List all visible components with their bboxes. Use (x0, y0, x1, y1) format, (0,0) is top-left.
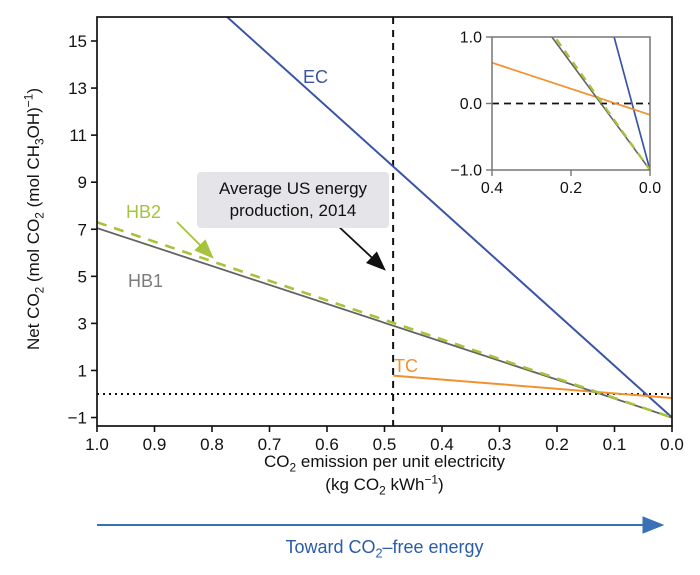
y-tick-label: 9 (78, 173, 87, 192)
y-tick-label: 7 (78, 220, 87, 239)
y-tick-label: 3 (78, 314, 87, 333)
x-tick-label: 0.7 (258, 435, 282, 454)
tc-series-label: TC (394, 356, 418, 376)
inset-tc-line (492, 61, 650, 116)
inset-y-tick-label: 0.0 (460, 96, 482, 113)
x-tick-label: 0.8 (200, 435, 224, 454)
hb2-line (97, 220, 672, 419)
y-tick-label: 5 (78, 267, 87, 286)
y-tick-label: 1 (78, 361, 87, 380)
y-tick-label: 11 (69, 126, 87, 145)
inset-y-tick-label: 1.0 (460, 30, 482, 47)
inset-y-tick-label: −1.0 (450, 163, 482, 180)
x-tick-label: 0.9 (143, 435, 167, 454)
x-tick-label: 0.2 (545, 435, 569, 454)
x-axis-label: CO2 emission per unit electricity (kg CO… (97, 451, 672, 497)
footer-direction-text: Toward CO2–free energy (285, 537, 484, 561)
inset-x-tick-label: 0.0 (639, 180, 661, 197)
inset-hb1-line (550, 37, 650, 170)
ec-line (225, 17, 672, 419)
hb2-series-label: HB2 (126, 202, 162, 222)
x-tick-label: 0.6 (315, 435, 339, 454)
y-tick-label: 13 (68, 79, 87, 98)
ec-series-label: EC (303, 67, 329, 87)
x-tick-label: 0.5 (373, 435, 397, 454)
annotation-line1: Average US energy (218, 178, 368, 198)
hb1-line (97, 227, 672, 419)
annotation-line2: production, 2014 (229, 201, 357, 220)
y-tick-label: 15 (68, 32, 87, 51)
tc-line (393, 374, 672, 399)
x-axis-label-line2: (kg CO2 kWh−1) (325, 472, 444, 498)
hb2-label-arrow (176, 221, 214, 259)
x-tick-label: 0.4 (430, 435, 454, 454)
x-tick-label: 0.0 (660, 435, 684, 454)
inset-x-tick-label: 0.2 (560, 180, 582, 197)
x-axis-label-line1: CO2 emission per unit electricity (264, 452, 505, 475)
x-tick-label: 0.3 (488, 435, 512, 454)
x-tick-label: 0.1 (603, 435, 627, 454)
x-tick-label: 1.0 (85, 435, 109, 454)
inset-x-tick-label: 0.4 (481, 180, 503, 197)
annotation-arrow (336, 224, 386, 271)
y-axis-label: Net CO2 (mol CO2 (mol CH3OH)−1) (21, 87, 47, 351)
inset-hb2-line (553, 37, 650, 170)
y-tick-label: −1 (68, 409, 87, 428)
annotation-box: Average US energy production, 2014 (197, 172, 389, 228)
hb1-series-label: HB1 (128, 271, 164, 291)
